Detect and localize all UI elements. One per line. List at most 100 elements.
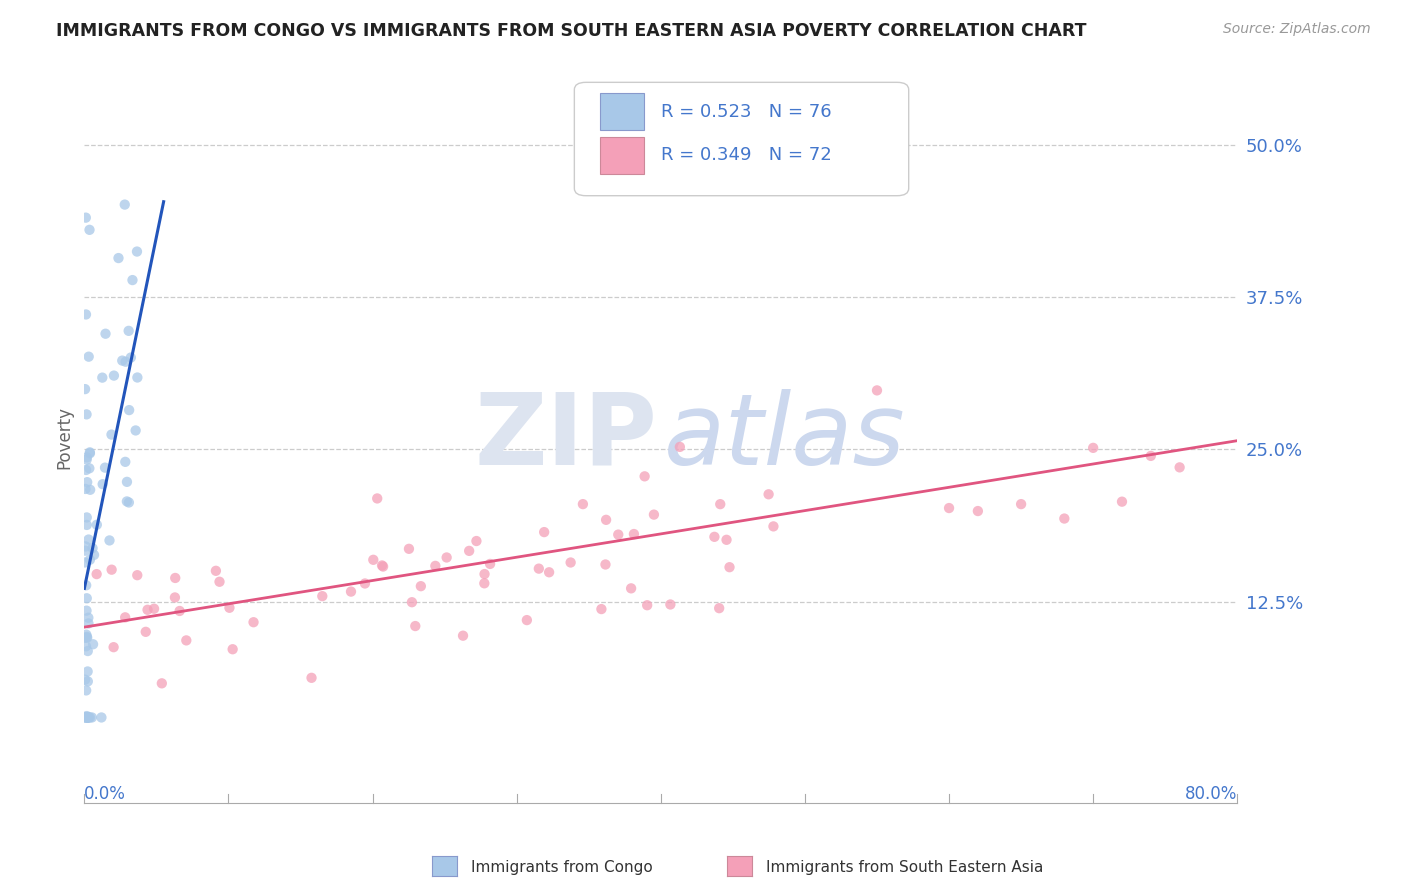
Point bbox=[76, 710, 98, 724]
Point bbox=[94, 326, 117, 341]
Point bbox=[103, 640, 125, 655]
Point bbox=[636, 599, 658, 613]
Point bbox=[472, 576, 495, 591]
Point bbox=[595, 513, 617, 527]
Point bbox=[77, 710, 100, 724]
Point bbox=[79, 710, 101, 724]
Point bbox=[75, 710, 97, 724]
Point bbox=[75, 540, 97, 554]
Point bbox=[135, 624, 157, 639]
Point bbox=[76, 644, 98, 658]
Point bbox=[75, 211, 97, 225]
Point bbox=[79, 223, 101, 237]
Point bbox=[75, 710, 97, 724]
Point bbox=[633, 469, 655, 483]
Point bbox=[118, 403, 141, 417]
Point bbox=[90, 710, 112, 724]
Point bbox=[77, 616, 100, 631]
Point bbox=[572, 497, 595, 511]
Point bbox=[75, 482, 97, 496]
Point bbox=[218, 600, 240, 615]
Point bbox=[354, 576, 377, 591]
Text: IMMIGRANTS FROM CONGO VS IMMIGRANTS FROM SOUTH EASTERN ASIA POVERTY CORRELATION : IMMIGRANTS FROM CONGO VS IMMIGRANTS FROM… bbox=[56, 22, 1087, 40]
Point bbox=[311, 589, 333, 603]
Point bbox=[762, 519, 785, 533]
Point bbox=[100, 427, 122, 442]
Point bbox=[366, 491, 388, 506]
Point bbox=[118, 495, 141, 509]
Point bbox=[77, 350, 100, 364]
Point bbox=[76, 665, 98, 679]
Point bbox=[75, 556, 97, 570]
Point bbox=[451, 629, 474, 643]
Point bbox=[82, 637, 104, 651]
Point bbox=[794, 150, 817, 164]
Point bbox=[474, 567, 496, 582]
Point bbox=[115, 494, 138, 508]
Point bbox=[94, 460, 117, 475]
Point bbox=[967, 504, 990, 518]
Point bbox=[76, 408, 98, 422]
Point bbox=[75, 683, 97, 698]
Point bbox=[591, 602, 613, 616]
Point bbox=[111, 353, 134, 368]
Point bbox=[221, 642, 243, 657]
Bar bbox=[600, 94, 644, 130]
Point bbox=[404, 619, 426, 633]
Point bbox=[1140, 449, 1163, 463]
Point bbox=[76, 710, 98, 724]
Point bbox=[205, 564, 228, 578]
Point bbox=[716, 533, 738, 547]
Point bbox=[143, 601, 166, 615]
Point bbox=[165, 571, 187, 585]
Point bbox=[127, 568, 149, 582]
Point bbox=[100, 563, 122, 577]
Point bbox=[77, 533, 100, 547]
Point bbox=[136, 603, 159, 617]
Point bbox=[169, 604, 191, 618]
Point bbox=[1010, 497, 1032, 511]
Point bbox=[620, 582, 643, 596]
Point bbox=[86, 517, 108, 532]
Point bbox=[76, 630, 98, 644]
Point bbox=[1053, 511, 1076, 525]
Point bbox=[76, 709, 98, 723]
Point bbox=[80, 710, 103, 724]
Text: 0.0%: 0.0% bbox=[84, 785, 127, 803]
Point bbox=[607, 527, 630, 541]
Point bbox=[115, 475, 138, 489]
Point bbox=[516, 613, 538, 627]
Point bbox=[76, 710, 98, 724]
Point bbox=[208, 574, 231, 589]
Point bbox=[436, 550, 458, 565]
Point bbox=[669, 440, 692, 454]
Point bbox=[1111, 494, 1133, 508]
Point bbox=[91, 477, 114, 491]
Point bbox=[103, 368, 125, 383]
Point bbox=[1083, 441, 1105, 455]
Point bbox=[758, 487, 780, 501]
Point bbox=[76, 631, 98, 645]
Point bbox=[114, 197, 136, 211]
Point bbox=[1168, 460, 1191, 475]
Point bbox=[75, 382, 97, 396]
Point bbox=[458, 544, 481, 558]
Point bbox=[120, 351, 142, 365]
Point bbox=[150, 676, 173, 690]
Point bbox=[479, 557, 502, 571]
Point bbox=[538, 566, 561, 580]
Point bbox=[75, 578, 97, 592]
Point bbox=[114, 610, 136, 624]
Point bbox=[107, 251, 129, 265]
Text: R = 0.349   N = 72: R = 0.349 N = 72 bbox=[661, 146, 831, 164]
Text: R = 0.523   N = 76: R = 0.523 N = 76 bbox=[661, 103, 831, 120]
Point bbox=[866, 384, 889, 398]
Point bbox=[76, 517, 98, 532]
Point bbox=[75, 543, 97, 558]
Point bbox=[643, 508, 665, 522]
Point bbox=[659, 598, 682, 612]
Point bbox=[75, 710, 97, 724]
Text: Source: ZipAtlas.com: Source: ZipAtlas.com bbox=[1223, 22, 1371, 37]
Point bbox=[91, 370, 114, 384]
Point bbox=[114, 455, 136, 469]
